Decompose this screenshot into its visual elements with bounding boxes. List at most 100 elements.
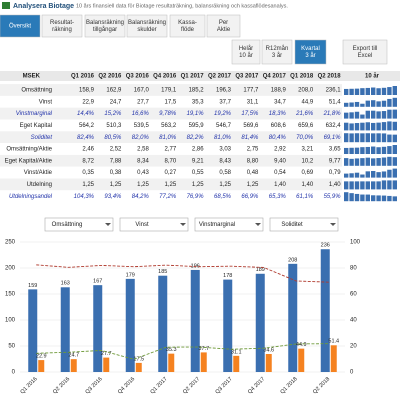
sparkline-bar — [365, 100, 370, 107]
tab[interactable] — [169, 14, 206, 38]
line — [36, 343, 329, 360]
sparkline-bar — [365, 171, 370, 178]
sparkline-bar — [392, 97, 397, 107]
sparkline-bar — [381, 133, 387, 143]
bar — [320, 249, 330, 372]
sparkline-bar — [349, 102, 354, 107]
cell: 66,9% — [241, 194, 259, 200]
cell: 2,77 — [165, 147, 177, 153]
tab[interactable] — [126, 14, 168, 38]
sparkline-bar — [354, 101, 360, 107]
cell: 1,25 — [247, 182, 259, 188]
cell: 2,86 — [192, 147, 204, 153]
sparkline-bar — [344, 147, 349, 154]
select-arrow — [255, 223, 261, 226]
column-header: Q4 2016 — [153, 74, 177, 80]
tab[interactable] — [41, 14, 83, 38]
cell: 1,40 — [302, 182, 314, 188]
sparkline-bar — [344, 122, 349, 131]
bar — [330, 345, 337, 372]
cell: 10,2 — [302, 158, 314, 164]
cell: 16,6% — [132, 111, 150, 117]
button[interactable] — [294, 39, 327, 65]
select[interactable] — [44, 217, 114, 232]
button[interactable] — [231, 39, 261, 65]
select[interactable] — [269, 217, 339, 232]
row-label: Vinst/Aktie — [24, 170, 53, 176]
sparkline-bar — [360, 158, 365, 166]
sparkline-bar — [354, 158, 360, 166]
sparkline-bar — [376, 195, 381, 202]
sparkline-bar — [387, 146, 392, 154]
sparkline-bar — [387, 180, 392, 190]
value-label: 17.5 — [133, 356, 144, 362]
bar — [200, 352, 207, 372]
sparkline-bar — [376, 172, 381, 178]
cell: 3,65 — [329, 147, 341, 153]
cell: 162,9 — [106, 88, 122, 94]
tab[interactable] — [0, 14, 41, 38]
tab[interactable] — [206, 14, 241, 38]
sparkline-bar — [344, 192, 349, 202]
cell: 2,75 — [247, 147, 259, 153]
cell: 18,3% — [269, 111, 287, 117]
sparkline-bar — [392, 180, 397, 190]
sparkline-bar — [360, 88, 365, 95]
cell: 8,72 — [82, 158, 94, 164]
sparkline-bar — [344, 133, 349, 143]
sparkline-bar — [392, 145, 397, 154]
y2-tick-label: 100 — [350, 240, 361, 246]
select[interactable] — [194, 217, 264, 232]
cell: 35,3 — [192, 99, 204, 105]
sparkline-bar — [349, 147, 354, 154]
sparkline-bar — [392, 157, 397, 166]
cell: 1,40 — [274, 182, 286, 188]
cell: 595,9 — [189, 123, 205, 129]
cell: 17,5% — [241, 111, 259, 117]
x-tick-label: Q2 2016 — [52, 376, 71, 395]
cell: 0,27 — [165, 170, 177, 176]
button[interactable] — [261, 39, 293, 65]
cell: 0,54 — [274, 170, 286, 176]
sparkline-bar — [354, 123, 360, 131]
sparkline-bar — [344, 158, 349, 166]
cell: 84,2% — [132, 194, 150, 200]
cell: 564,2 — [79, 123, 95, 129]
bar — [103, 357, 110, 372]
cell: 659,6 — [298, 123, 314, 129]
sparkline-bar — [365, 181, 370, 190]
sparkline-bar — [354, 88, 360, 95]
sparkline-bar — [376, 158, 381, 166]
column-header: 10 år — [365, 73, 380, 80]
cell: 1,25 — [219, 182, 231, 188]
sparkline-bar — [365, 157, 370, 166]
cell: 2,92 — [274, 147, 286, 153]
cell: 0,43 — [137, 170, 149, 176]
sparkline-bar — [360, 133, 365, 143]
sparkline-bar — [387, 121, 392, 131]
column-header: MSEK — [23, 74, 41, 80]
button[interactable] — [342, 39, 388, 65]
sparkline-bar — [365, 122, 370, 131]
bar — [298, 348, 305, 372]
tab-label: tillgångar — [93, 26, 117, 33]
tab[interactable] — [84, 14, 126, 38]
cell: 0,79 — [329, 170, 341, 176]
row-label: Eget Kapital — [20, 123, 52, 129]
tab-label: räkning — [52, 27, 72, 33]
button-label: Kvartal — [301, 46, 320, 52]
value-label: 159 — [28, 283, 37, 289]
select[interactable] — [119, 217, 189, 232]
tab-label: skulder — [137, 27, 156, 33]
cell: 1,25 — [192, 182, 204, 188]
cell: 0,35 — [82, 170, 94, 176]
bar — [265, 354, 272, 372]
sparkline-bar — [371, 146, 376, 154]
cell: 14,4% — [77, 111, 95, 117]
sparkline-bar — [360, 147, 365, 154]
value-label: 27.7 — [101, 351, 112, 357]
cell: 19,2% — [214, 111, 232, 117]
sparkline-bar — [392, 168, 397, 178]
column-header: Q1 2017 — [181, 74, 205, 80]
cell: 104,3% — [74, 194, 95, 200]
